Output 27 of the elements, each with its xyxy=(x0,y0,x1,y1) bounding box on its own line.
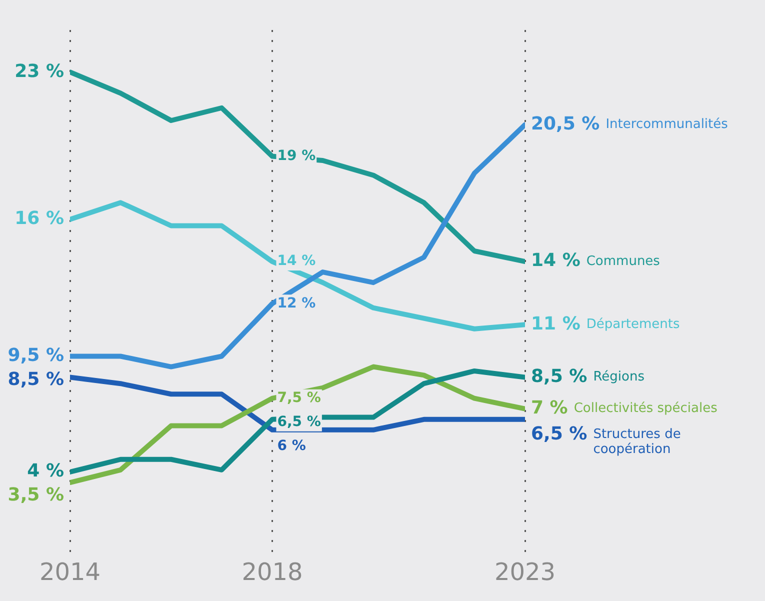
data-label: 9,5 % xyxy=(8,344,64,366)
x-tick-label: 2018 xyxy=(242,558,303,586)
text: Intercommunalités xyxy=(606,117,728,132)
data-label: 11 % xyxy=(531,313,580,334)
data-label: 4 % xyxy=(27,460,64,482)
data-label: 7,5 % xyxy=(277,390,321,406)
data-label: 16 % xyxy=(14,208,64,230)
x-tick-label: 2023 xyxy=(494,558,556,586)
data-label: 3,5 % xyxy=(8,484,64,506)
text: Structures de coopération xyxy=(593,427,681,458)
text: Communes xyxy=(586,254,660,269)
data-label: 14 % xyxy=(531,250,580,272)
data-label: 6,5 % xyxy=(531,424,588,445)
data-label: 8,5 % xyxy=(8,368,64,390)
data-label: 6,5 % xyxy=(277,414,321,430)
data-label: 19 % xyxy=(277,148,316,164)
data-label: 8,5 % xyxy=(531,366,588,387)
x-tick-label: 2014 xyxy=(39,558,101,586)
data-label: 12 % xyxy=(277,295,316,312)
data-label: 14 % xyxy=(277,253,316,270)
data-label: 20,5 % xyxy=(531,113,600,134)
text: Départements xyxy=(586,317,680,332)
data-label: 6 % xyxy=(277,438,306,454)
text: Régions xyxy=(593,370,645,385)
text: Collectivités spéciales xyxy=(574,401,718,416)
data-label: 23 % xyxy=(14,60,64,82)
data-label: 7 % xyxy=(531,398,568,419)
